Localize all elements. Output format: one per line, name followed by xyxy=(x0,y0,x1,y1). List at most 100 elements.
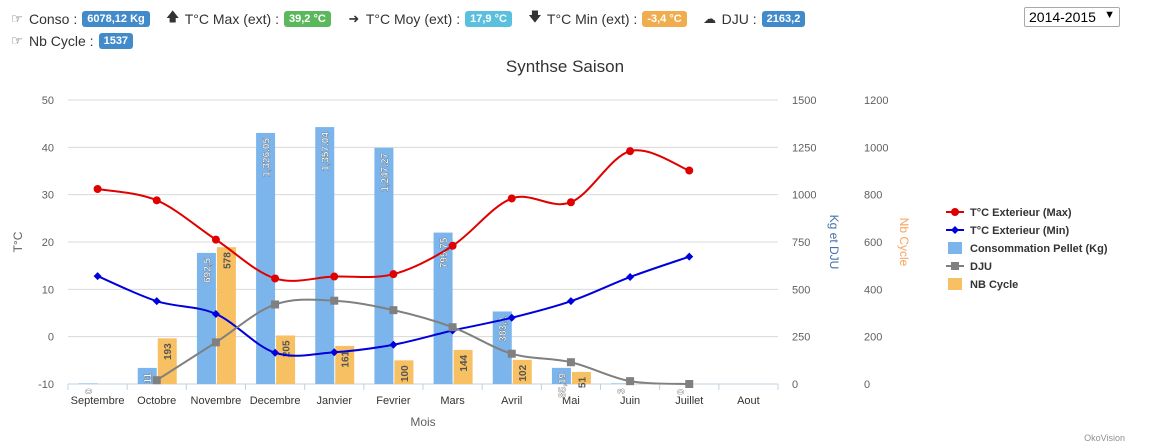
stat-label: DJU : xyxy=(721,11,757,27)
line-marker xyxy=(211,338,220,347)
bar xyxy=(256,132,276,384)
bar xyxy=(216,247,236,384)
stat-label: T°C Max (ext) : xyxy=(184,11,280,27)
stat-label: Nb Cycle : xyxy=(29,33,94,49)
legend-marker xyxy=(951,262,959,270)
stats-row-1: ☞ Conso :6078,12 Kg 🡅 T°C Max (ext) :39,2 °… xyxy=(8,8,819,30)
bar-data-label: 161 xyxy=(341,350,352,367)
y-axis-title-left: T°C xyxy=(11,231,25,252)
bar-data-label: 1,326.05 xyxy=(262,138,273,177)
bar-data-label: 383,1 xyxy=(498,316,509,341)
bar xyxy=(78,383,98,384)
line-marker xyxy=(448,241,457,250)
y-tick-label-right1: 0 xyxy=(792,379,798,391)
bar-data-label: 11 xyxy=(143,372,154,383)
line-marker xyxy=(507,194,516,203)
x-tick-label: Aout xyxy=(737,395,760,407)
y-tick-label-right1: 1250 xyxy=(792,142,816,154)
cloud-icon: ☁ xyxy=(703,11,717,26)
bar xyxy=(512,359,532,384)
bar-data-label: 3 xyxy=(617,388,628,394)
line-marker xyxy=(152,376,161,385)
stats-panel: ☞ Conso :6078,12 Kg 🡅 T°C Max (ext) :39,2 °… xyxy=(8,8,819,52)
stat-badge: 17,9 °C xyxy=(465,11,512,27)
stat-label: T°C Moy (ext) : xyxy=(365,11,461,27)
chart-title: Synthse Saison xyxy=(506,57,624,76)
x-tick-label: Octobre xyxy=(137,395,176,407)
y-tick-label-right2: 1000 xyxy=(864,142,888,154)
stat-arrow-right: ➜ T°C Moy (ext) :17,9 °C xyxy=(345,11,512,27)
line-marker xyxy=(330,272,339,281)
season-select[interactable]: 2014-2015 ▼ xyxy=(1024,7,1120,27)
legend-item: T°C Exterieur (Min) xyxy=(946,225,1069,237)
stat-badge: 1537 xyxy=(98,33,134,49)
legend-item: NB Cycle xyxy=(948,278,1018,291)
line-marker xyxy=(448,323,457,332)
x-tick-label: Fevrier xyxy=(376,395,411,407)
bar xyxy=(433,232,453,384)
y-axis-title-right1: Kg et DJU xyxy=(827,215,841,270)
bar xyxy=(374,147,394,384)
bar-data-label: 692,5 xyxy=(202,257,213,282)
series-line xyxy=(156,298,690,385)
stat-hand-pointer: ☞ Conso :6078,12 Kg xyxy=(8,11,150,27)
x-tick-label: Novembre xyxy=(191,395,242,407)
line-marker xyxy=(330,296,339,305)
y-tick-label-right2: 200 xyxy=(864,332,882,344)
bar xyxy=(315,127,335,385)
line-marker xyxy=(507,313,516,322)
stat-arrow-down: 🡇 T°C Min (ext) : -3,4 °C xyxy=(526,8,687,30)
stat-hand-pointer: ☞ Nb Cycle :1537 xyxy=(8,33,134,49)
bar-data-label: 85,19 xyxy=(557,372,568,397)
stat-arrow-up: 🡅 T°C Max (ext) :39,2 °C xyxy=(164,8,331,30)
credit-label: OkoVision xyxy=(1084,433,1125,443)
legend-marker xyxy=(951,208,959,216)
bar xyxy=(335,345,355,384)
y-tick-label-left: 0 xyxy=(48,332,54,344)
line-marker xyxy=(389,306,398,315)
y-tick-label-right1: 750 xyxy=(792,237,810,249)
stat-badge: -3,4 °C xyxy=(642,11,687,27)
legend-label: Consommation Pellet (Kg) xyxy=(970,243,1108,255)
bar-data-label: 144 xyxy=(459,354,470,371)
y-tick-label-left: 10 xyxy=(42,284,54,296)
line-marker xyxy=(685,252,694,261)
y-tick-label-right2: 600 xyxy=(864,237,882,249)
line-marker xyxy=(507,349,516,358)
y-tick-label-left: 50 xyxy=(42,95,54,107)
stat-label: T°C Min (ext) : xyxy=(546,11,638,27)
bar-data-label: 205 xyxy=(282,340,293,357)
x-tick-label: Avril xyxy=(501,395,522,407)
line-marker xyxy=(271,300,280,309)
line-marker xyxy=(271,348,280,357)
legend-swatch xyxy=(948,278,962,290)
bar xyxy=(276,335,296,384)
bar xyxy=(137,367,157,384)
legend-item: DJU xyxy=(946,261,992,273)
y-tick-label-right1: 250 xyxy=(792,332,810,344)
legend-marker xyxy=(951,226,959,234)
hand-pointer-icon: ☞ xyxy=(11,33,23,48)
y-tick-label-right2: 800 xyxy=(864,190,882,202)
y-tick-label-right2: 1200 xyxy=(864,95,888,107)
line-marker xyxy=(152,196,161,205)
x-tick-label: Mars xyxy=(440,395,465,407)
stat-label: Conso : xyxy=(29,11,78,27)
bar-data-label: 578 xyxy=(222,252,233,269)
y-tick-label-right1: 1000 xyxy=(792,190,816,202)
arrow-up-icon: 🡅 xyxy=(166,9,180,24)
y-tick-label-right2: 400 xyxy=(864,284,882,296)
y-tick-label-right2: 0 xyxy=(864,379,870,391)
bar-data-label: 100 xyxy=(400,365,411,382)
bar xyxy=(157,338,177,384)
line-marker xyxy=(330,348,339,357)
bar-data-label: 51 xyxy=(577,376,588,388)
y-axis-title-right2: Nb Cycle xyxy=(897,218,911,267)
y-tick-label-left: 20 xyxy=(42,237,54,249)
bar-data-label: 0 xyxy=(676,389,687,395)
bar-data-label: 799,75 xyxy=(439,237,450,268)
x-tick-label: Septembre xyxy=(71,395,125,407)
bar-data-label: 1,357.04 xyxy=(321,132,332,171)
legend-item: T°C Exterieur (Max) xyxy=(946,207,1072,219)
